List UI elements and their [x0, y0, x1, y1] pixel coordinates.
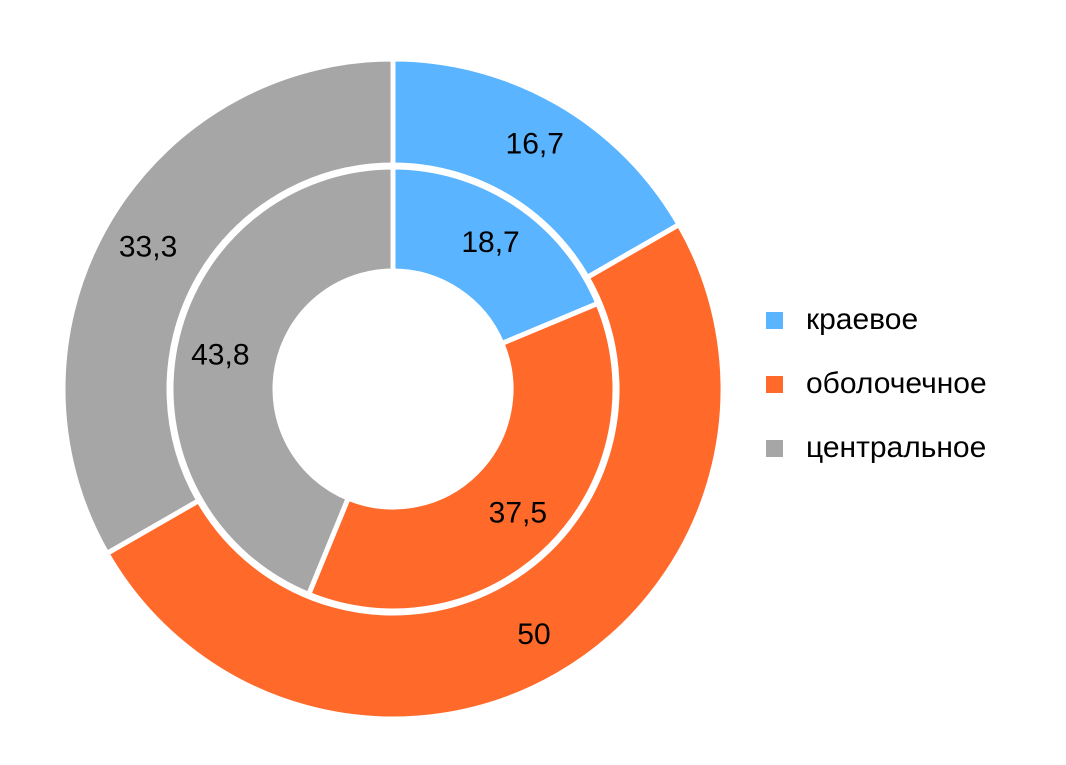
legend-item-tsentralnoe: центральное [766, 416, 987, 480]
inner-label-3: 43,8 [191, 338, 249, 371]
legend-swatch [766, 439, 783, 457]
legend: краевое оболочечное центральное [766, 288, 987, 480]
outer-label-1: 16,7 [506, 128, 564, 161]
doughnut-chart: 16,7 50 33,3 18,7 37,5 43,8 [60, 56, 726, 722]
legend-swatch [766, 311, 783, 329]
inner-slice-1 [390, 164, 602, 347]
legend-label: центральное [806, 431, 987, 464]
inner-label-2: 37,5 [489, 497, 547, 530]
outer-label-2: 50 [517, 618, 550, 651]
inner-ring [168, 164, 618, 614]
legend-item-obolochechnoe: оболочечное [766, 352, 987, 416]
outer-ring [60, 56, 726, 722]
outer-label-3: 33,3 [119, 231, 177, 264]
legend-label: краевое [806, 303, 919, 336]
data-labels: 16,7 50 33,3 18,7 37,5 43,8 [119, 128, 564, 651]
inner-slice-2 [305, 300, 618, 614]
legend-item-kraevoe: краевое [766, 288, 987, 352]
legend-label: оболочечное [806, 367, 987, 400]
inner-slice-3 [168, 164, 396, 598]
legend-swatch [766, 375, 783, 393]
inner-label-1: 18,7 [461, 226, 519, 259]
